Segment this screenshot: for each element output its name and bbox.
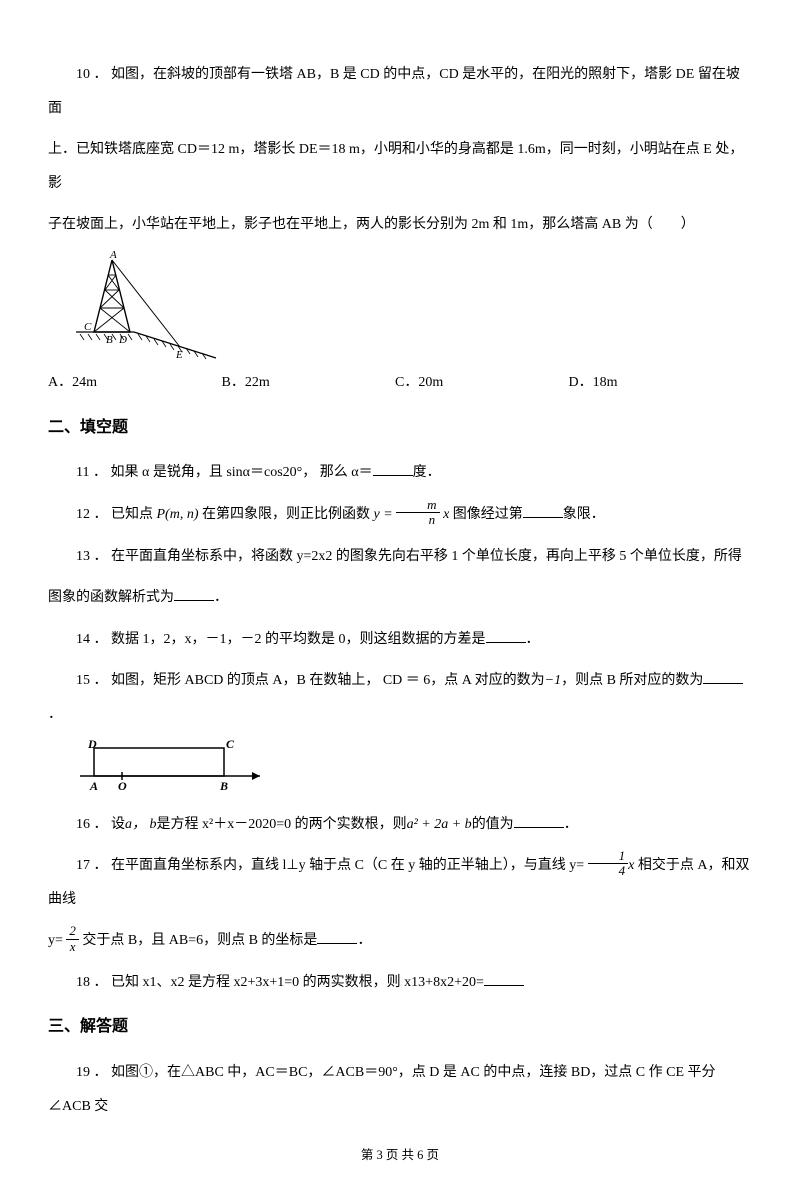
- q12-tail: 象限．: [563, 507, 605, 522]
- q12: 12 ． 已知点 P(m, n) 在第四象限，则正比例函数 y = mn x 图…: [48, 498, 752, 532]
- svg-text:C: C: [226, 740, 235, 751]
- q12-x: x: [443, 507, 449, 522]
- page-footer: 第 3 页 共 6 页: [48, 1147, 752, 1165]
- q17-blank: [317, 929, 357, 944]
- q16-blank: [514, 813, 564, 828]
- q12-frac: mn: [396, 498, 439, 528]
- q17-l2: y= 2x 交于点 B，且 AB=6，则点 B 的坐标是．: [48, 924, 752, 958]
- svg-text:B: B: [106, 334, 113, 346]
- q16: 16 ． 设a， b是方程 x²＋x－2020=0 的两个实数根，则a² + 2…: [48, 808, 752, 842]
- q12-b: 在第四象限，则正比例函数: [202, 507, 370, 522]
- choice-c: C．20m: [395, 366, 565, 400]
- q10-line1: 10 ． 如图，在斜坡的顶部有一铁塔 AB，B 是 CD 的中点，CD 是水平的…: [48, 58, 752, 125]
- q12-blank: [523, 503, 563, 518]
- q13-l2: 图象的函数解析式为．: [48, 581, 752, 615]
- svg-text:C: C: [84, 321, 92, 333]
- q13-l1: 13 ． 在平面直角坐标系中，将函数 y=2x2 的图象先向右平移 1 个单位长…: [48, 540, 752, 574]
- svg-text:A: A: [109, 250, 117, 261]
- svg-text:A: A: [89, 779, 98, 793]
- q17-frac1: 14: [588, 849, 629, 879]
- svg-text:O: O: [118, 779, 127, 793]
- q12-pm: P(m, n): [157, 507, 199, 522]
- q11-blank: [373, 461, 413, 476]
- q12-c: 图像经过第: [453, 507, 523, 522]
- q15-figure: D C A O B: [76, 740, 752, 800]
- svg-text:D: D: [118, 334, 127, 346]
- q17-l1: 17 ． 在平面直角坐标系内，直线 l⊥y 轴于点 C（C 在 y 轴的正半轴上…: [48, 849, 752, 916]
- q14: 14 ． 数据 1，2，x，－1，－2 的平均数是 0，则这组数据的方差是．: [48, 623, 752, 657]
- q11: 11 ． 如果 α 是锐角，且 sinα＝cos20°， 那么 α＝ 度．: [48, 456, 752, 490]
- section-solve: 三、解答题: [48, 1013, 752, 1042]
- section-fill: 二、填空题: [48, 414, 752, 443]
- svg-text:E: E: [175, 349, 183, 360]
- q15: 15 ． 如图，矩形 ABCD 的顶点 A，B 在数轴上， CD ＝ 6，点 A…: [48, 664, 752, 731]
- choice-d: D．18m: [569, 366, 739, 400]
- q11-text: 11 ． 如果 α 是锐角，且 sinα＝cos20°， 那么 α＝: [76, 465, 373, 480]
- q18-blank: [484, 971, 524, 986]
- choice-a: A．24m: [48, 366, 218, 400]
- q11-tail: 度．: [413, 465, 441, 480]
- q18: 18 ． 已知 x1、x2 是方程 x2+3x+1=0 的两实数根，则 x13+…: [48, 966, 752, 1000]
- q12-a: 12 ． 已知点: [76, 507, 153, 522]
- q12-y: y =: [374, 507, 393, 522]
- q17-frac2: 2x: [66, 924, 79, 954]
- svg-text:B: B: [219, 779, 228, 793]
- q10-line2: 上．已知铁塔底座宽 CD＝12 m，塔影长 DE＝18 m，小明和小华的身高都是…: [48, 133, 752, 200]
- q15-blank: [703, 669, 743, 684]
- choice-b: B．22m: [222, 366, 392, 400]
- q10-figure: A C B D E: [76, 250, 752, 360]
- svg-text:D: D: [87, 740, 97, 751]
- q19: 19 ． 如图①，在△ABC 中，AC＝BC，∠ACB＝90°，点 D 是 AC…: [48, 1056, 752, 1123]
- q10-choices: A．24m B．22m C．20m D．18m: [48, 366, 752, 400]
- q10-line3: 子在坡面上，小华站在平地上，影子也在平地上，两人的影长分别为 2m 和 1m，那…: [48, 208, 752, 242]
- q13-blank: [174, 586, 214, 601]
- q14-blank: [486, 628, 526, 643]
